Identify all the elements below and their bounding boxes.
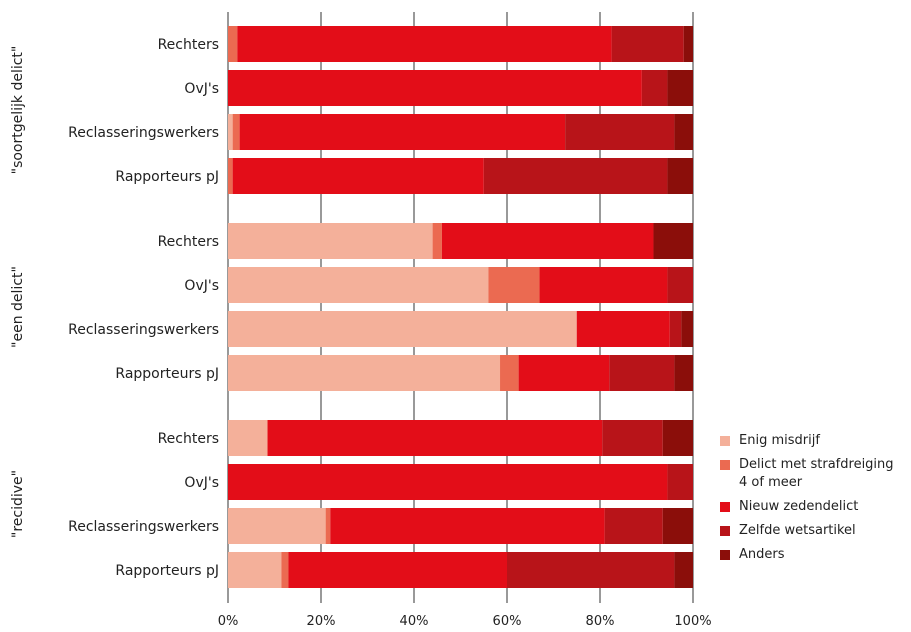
legend-item-enig-misdrijf: Enig misdrijf [720, 432, 894, 450]
bar-segment [565, 114, 675, 150]
row-label: Rapporteurs pJ [115, 366, 219, 382]
row-label: OvJ's [184, 278, 219, 294]
x-tick-label: 40% [400, 614, 429, 629]
legend-label: Delict met strafdreiging 4 of meer [739, 457, 894, 490]
row-label: Rechters [158, 37, 219, 53]
legend-swatch [720, 502, 730, 512]
bar-segment [232, 158, 484, 194]
legend-item-nieuw-zedendelict: Nieuw zedendelict [720, 498, 894, 516]
legend-swatch [720, 526, 730, 536]
bar-segment [228, 355, 501, 391]
x-tick-label: 60% [493, 614, 522, 629]
x-tick-label: 100% [674, 614, 711, 629]
bar-segment [507, 552, 675, 588]
bar-segment [539, 267, 668, 303]
legend-item-zelfde-wetsartikel: Zelfde wetsartikel [720, 522, 894, 540]
bar-segment [267, 420, 603, 456]
bar-segment [667, 158, 693, 194]
bar-segment [228, 267, 489, 303]
legend-label: Enig misdrijf [739, 433, 820, 448]
legend-item-delict-strafdreiging: Delict met strafdreiging 4 of meer [720, 456, 894, 492]
bar-segment [667, 267, 693, 303]
bar-segment [281, 552, 289, 588]
group-label: "recidive" [10, 470, 26, 538]
legend-label: Nieuw zedendelict [739, 499, 859, 514]
bar-segment [228, 158, 233, 194]
bar-segment [662, 508, 693, 544]
bar-segment [228, 508, 326, 544]
row-label: Rapporteurs pJ [115, 169, 219, 185]
bar-segment [228, 311, 577, 347]
bar-segment [228, 70, 642, 106]
group-label: "een delict" [10, 266, 26, 348]
bar-segment [432, 223, 442, 259]
bar-segment [441, 223, 654, 259]
bar-segment [232, 114, 240, 150]
legend-label: Zelfde wetsartikel [739, 523, 856, 538]
legend-label: Anders [739, 547, 785, 562]
bar-segment [239, 114, 566, 150]
bar-segment [237, 26, 612, 62]
x-tick-label: 0% [218, 614, 239, 629]
row-label: Rapporteurs pJ [115, 563, 219, 579]
bar-segment [325, 508, 331, 544]
legend-swatch [720, 460, 730, 470]
bar-segment [681, 311, 693, 347]
bar-segment [330, 508, 605, 544]
x-tick-label: 20% [307, 614, 336, 629]
bar-segment [609, 355, 675, 391]
row-label: Rechters [158, 234, 219, 250]
row-label: Reclasseringswerkers [68, 125, 219, 141]
row-label: OvJ's [184, 81, 219, 97]
bar-segment [674, 355, 693, 391]
legend-swatch [720, 436, 730, 446]
bar-segment [641, 70, 668, 106]
legend-item-anders: Anders [720, 546, 894, 564]
x-tick-label: 80% [586, 614, 615, 629]
bar-segment [488, 267, 540, 303]
bar-segment [669, 311, 682, 347]
bar-segment [662, 420, 693, 456]
bar-segment [228, 114, 233, 150]
bar-segment [667, 70, 693, 106]
legend: Enig misdrijf Delict met strafdreiging 4… [720, 432, 894, 570]
bar-segment [602, 420, 663, 456]
bar-segment [576, 311, 670, 347]
bar-segment [500, 355, 519, 391]
bar-segment [611, 26, 684, 62]
bar-segment [683, 26, 693, 62]
row-label: Rechters [158, 431, 219, 447]
bar-segment [604, 508, 663, 544]
group-label: "soortgelijk delict" [10, 46, 26, 175]
legend-swatch [720, 550, 730, 560]
bar-segment [518, 355, 610, 391]
bar-segment [228, 420, 268, 456]
bar-segment [653, 223, 693, 259]
row-label: Reclasseringswerkers [68, 322, 219, 338]
bar-segment [667, 464, 693, 500]
bar-segment [228, 26, 238, 62]
bar-segment [228, 552, 282, 588]
bar-segment [674, 552, 693, 588]
bar-segment [674, 114, 693, 150]
row-label: Reclasseringswerkers [68, 519, 219, 535]
bar-segment [288, 552, 507, 588]
row-label: OvJ's [184, 475, 219, 491]
bar-segment [483, 158, 668, 194]
bar-segment [228, 223, 433, 259]
bar-segment [228, 464, 668, 500]
